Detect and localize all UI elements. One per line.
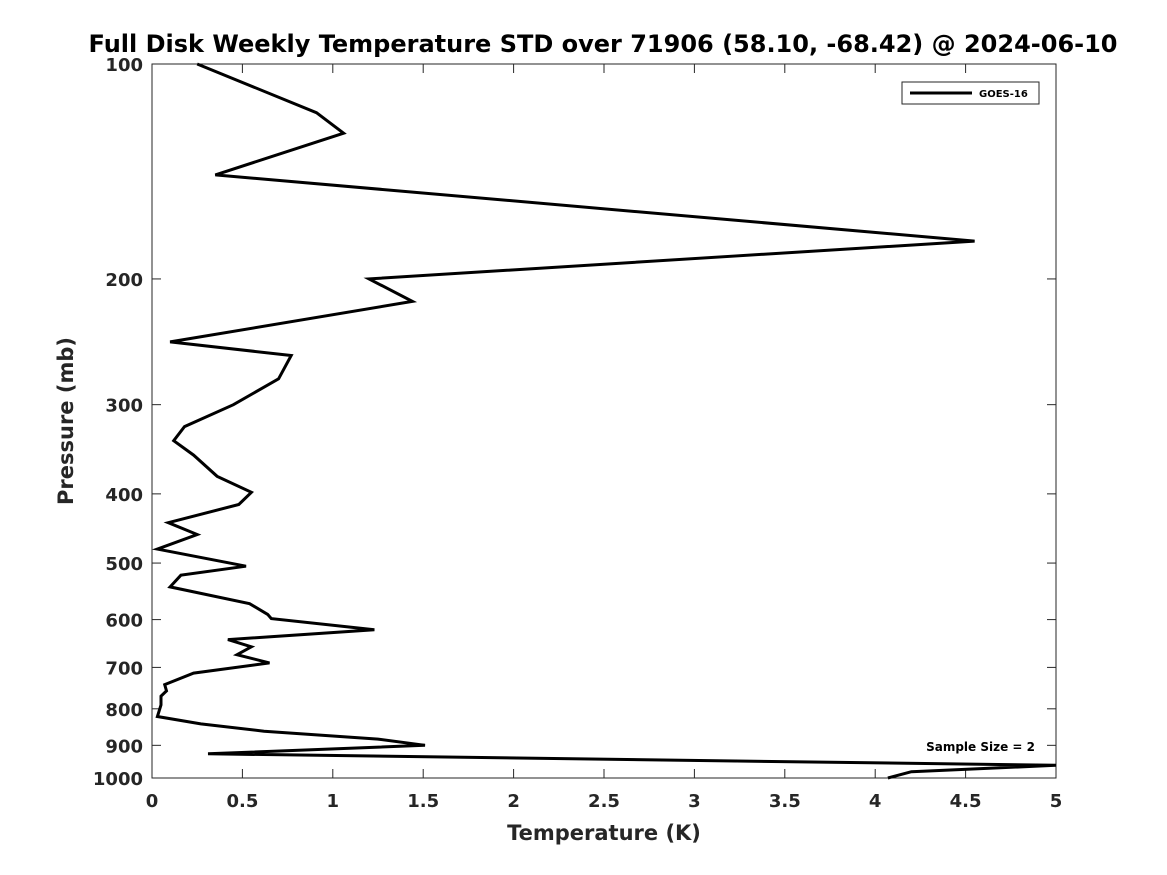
x-tick-label: 4 xyxy=(869,791,882,812)
x-tick-label: 2 xyxy=(507,791,520,812)
series-line-goes-16 xyxy=(151,62,1057,780)
x-axis-label: Temperature (K) xyxy=(507,821,701,845)
y-tick-label: 700 xyxy=(105,658,143,679)
x-tick-label: 1.5 xyxy=(407,791,439,812)
x-axis: 0 0.5 1 1.5 2 2.5 3 3.5 4 4.5 5 xyxy=(146,64,1063,812)
y-tick-label: 900 xyxy=(105,736,143,757)
sample-size-annotation: Sample Size = 2 xyxy=(926,740,1035,754)
legend: GOES-16 xyxy=(901,81,1040,105)
y-tick-label: 1000 xyxy=(93,769,143,790)
x-tick-label: 4.5 xyxy=(950,791,982,812)
x-tick-label: 0 xyxy=(146,791,159,812)
x-tick-label: 0.5 xyxy=(226,791,258,812)
y-tick-label: 600 xyxy=(105,611,143,632)
x-tick-label: 2.5 xyxy=(588,791,620,812)
y-tick-label: 100 xyxy=(105,55,143,76)
x-tick-label: 5 xyxy=(1050,791,1063,812)
y-tick-label: 200 xyxy=(105,270,143,291)
x-tick-label: 3 xyxy=(688,791,701,812)
y-tick-label: 300 xyxy=(105,396,143,417)
y-axis: 100 200 300 400 500 600 700 800 900 1000 xyxy=(93,55,1056,790)
y-tick-label: 500 xyxy=(105,554,143,575)
y-axis-label: Pressure (mb) xyxy=(54,337,78,505)
y-tick-label: 400 xyxy=(105,485,143,506)
chart-title: Full Disk Weekly Temperature STD over 71… xyxy=(89,30,1118,58)
plot-area xyxy=(151,63,1057,779)
x-tick-label: 3.5 xyxy=(769,791,801,812)
legend-label: GOES-16 xyxy=(979,89,1028,100)
y-tick-label: 800 xyxy=(105,700,143,721)
x-tick-label: 1 xyxy=(327,791,340,812)
